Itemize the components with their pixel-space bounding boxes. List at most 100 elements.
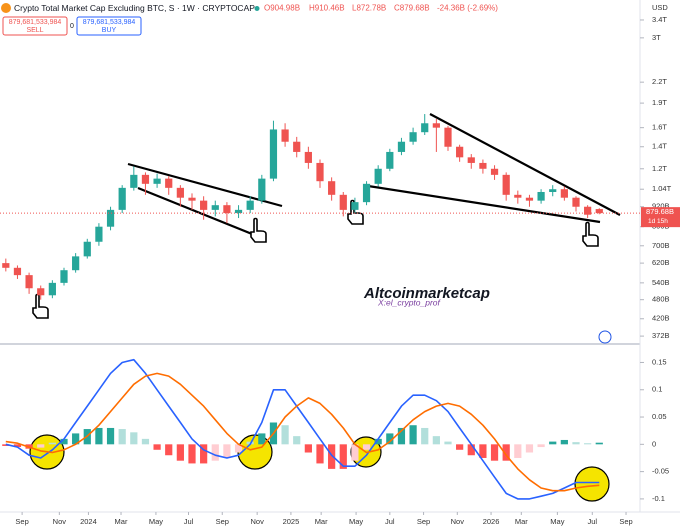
histogram-bar [595, 442, 603, 445]
candle-body [188, 197, 196, 201]
candle-body [72, 256, 80, 271]
histogram-bar [490, 444, 499, 461]
x-tick-label: Sep [216, 517, 229, 526]
indicator-line [5, 358, 600, 500]
ohlc-low: L872.78B [352, 4, 386, 13]
histogram-bar [60, 438, 68, 445]
last-price-box [641, 207, 680, 228]
histogram-bar [153, 444, 161, 450]
sell-button[interactable] [2, 16, 68, 36]
histogram-bar [200, 444, 208, 464]
x-tick-label: May [349, 517, 363, 526]
candle-body [211, 205, 219, 210]
x-tick-label: Sep [15, 517, 28, 526]
candle-body [293, 141, 301, 152]
histogram-bar [106, 427, 115, 445]
candle-body [48, 282, 56, 296]
candle-body [258, 178, 266, 201]
histogram-bar [467, 444, 475, 456]
y-tick-label: 540B [652, 278, 670, 287]
ohlc-open: O904.98B [264, 4, 300, 13]
candle-body [130, 174, 138, 188]
x-tick-label: Nov [250, 517, 264, 526]
ohlc-close: C879.68B [394, 4, 430, 13]
histogram-bar [165, 444, 173, 456]
indicator-line [5, 372, 600, 492]
candle-body [223, 205, 231, 214]
histogram-bar [141, 438, 150, 445]
histogram-bar [525, 444, 534, 453]
candle-body [572, 197, 580, 207]
histogram-bar [444, 441, 452, 445]
candle-body [479, 162, 487, 169]
buy-price: 879,681,533,984 [83, 19, 136, 26]
y-tick-label: 1.4T [652, 142, 667, 151]
histogram-bar [293, 436, 301, 445]
sell-price: 879,681,533,984 [9, 19, 62, 26]
x-tick-label: Mar [515, 517, 528, 526]
histogram-bar [72, 433, 80, 445]
histogram-bar [281, 425, 289, 445]
candle-body [456, 146, 464, 158]
candle-body [549, 189, 557, 192]
candle-body [106, 209, 115, 227]
hand-icon [582, 221, 599, 247]
y-tick-label: 920B [652, 202, 670, 211]
candle-body [467, 157, 475, 163]
histogram-bar [258, 433, 266, 445]
candle-body [200, 200, 208, 210]
currency-label: USD [652, 3, 668, 12]
x-tick-label: May [149, 517, 163, 526]
histogram-bar [514, 444, 522, 458]
candle-body [537, 191, 545, 201]
histogram-bar [456, 444, 464, 450]
candle-body [13, 267, 22, 276]
x-tick-label: May [550, 517, 564, 526]
candle-body [95, 226, 103, 242]
watermark: Altcoinmarketcap [363, 285, 490, 302]
candle-body [374, 168, 382, 184]
candle-body [490, 168, 499, 175]
flag-icon [598, 330, 612, 344]
candle-body [560, 189, 568, 198]
histogram-bar [223, 444, 231, 458]
y-tick-label: 0.05 [652, 412, 667, 421]
y-tick-label: 1.9T [652, 98, 667, 107]
y-tick-label: 480B [652, 295, 670, 304]
histogram-bar [549, 441, 557, 445]
y-tick-label: 700B [652, 241, 670, 250]
histogram-bar [130, 432, 138, 445]
candle-body [386, 151, 394, 169]
candle-body [153, 178, 161, 184]
x-tick-label: 2024 [80, 517, 97, 526]
candle-body [304, 151, 312, 163]
x-tick-label: 2025 [283, 517, 300, 526]
histogram-bar [374, 438, 382, 445]
histogram-bar [479, 444, 487, 458]
histogram-bar [584, 443, 592, 445]
histogram-bar [339, 444, 347, 469]
candle-body [351, 202, 359, 210]
histogram-bar [188, 444, 196, 464]
histogram-bar [304, 444, 312, 453]
y-tick-label: 620B [652, 258, 670, 267]
candle-body [316, 162, 324, 182]
histogram-bar [13, 444, 22, 448]
candle-body [514, 194, 522, 198]
x-tick-label: Mar [315, 517, 328, 526]
y-tick-label: 2.2T [652, 77, 667, 86]
candle-body [141, 174, 150, 184]
watermark-handle: X:el_crypto_prof [377, 297, 442, 307]
histogram-bar [397, 427, 406, 445]
y-tick-label: 420B [652, 314, 670, 323]
y-tick-label: 1.04T [652, 184, 672, 193]
histogram-bar [432, 436, 440, 445]
ohlc-change: -24.36B (-2.69%) [437, 4, 498, 13]
candle-body [246, 200, 254, 210]
buy-button[interactable] [76, 16, 142, 36]
y-tick-label: 0.1 [652, 385, 662, 394]
y-tick-label: 3T [652, 33, 661, 42]
x-tick-label: Jul [587, 517, 597, 526]
market-status [254, 6, 260, 11]
y-tick-label: 0.15 [652, 357, 667, 366]
